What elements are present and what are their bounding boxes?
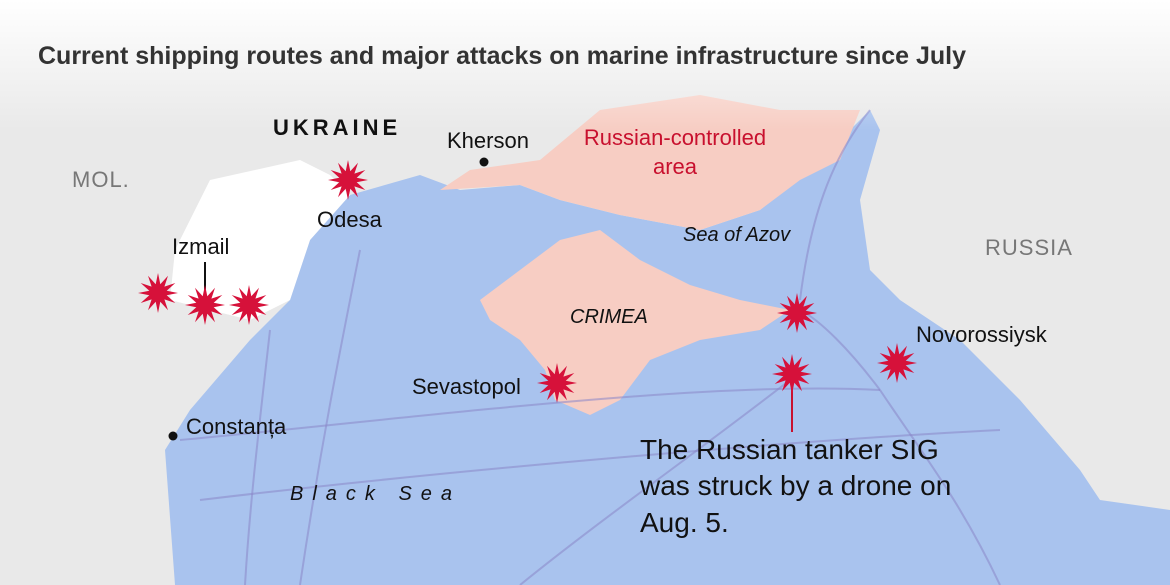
sea-label: Sea of Azov: [683, 224, 791, 246]
attack-burst: [185, 285, 225, 325]
region-label: Russian-controlled area: [583, 125, 767, 179]
attack-burst: [328, 160, 368, 200]
ukraine-region: [170, 160, 350, 320]
city-dot: [168, 431, 178, 441]
country-label: RUSSIA: [985, 235, 1073, 260]
sea-label: Black Sea: [290, 483, 462, 505]
title-fade: [0, 0, 1170, 130]
city-label: Novorossiysk: [916, 322, 1047, 347]
attack-burst: [877, 343, 917, 383]
region-label: CRIMEA: [570, 306, 648, 328]
attack-burst: [772, 354, 812, 394]
attacks: [138, 160, 917, 403]
city-label: Sevastopol: [412, 374, 521, 399]
annotation: The Russian tanker SIG was struck by a d…: [640, 434, 952, 538]
title: Current shipping routes and major attack…: [38, 42, 967, 70]
attack-burst: [777, 293, 817, 333]
attack-burst: [229, 285, 269, 325]
city-label: Constanța: [186, 414, 287, 439]
city-label: Izmail: [172, 234, 230, 259]
attack-burst: [537, 363, 577, 403]
city-label: Kherson: [447, 128, 529, 153]
city-label: Odesa: [317, 207, 382, 232]
country-label: UKRAINE: [273, 115, 402, 140]
country-label: MOL.: [72, 167, 130, 192]
attack-burst: [138, 273, 178, 313]
city-dot: [479, 157, 489, 167]
